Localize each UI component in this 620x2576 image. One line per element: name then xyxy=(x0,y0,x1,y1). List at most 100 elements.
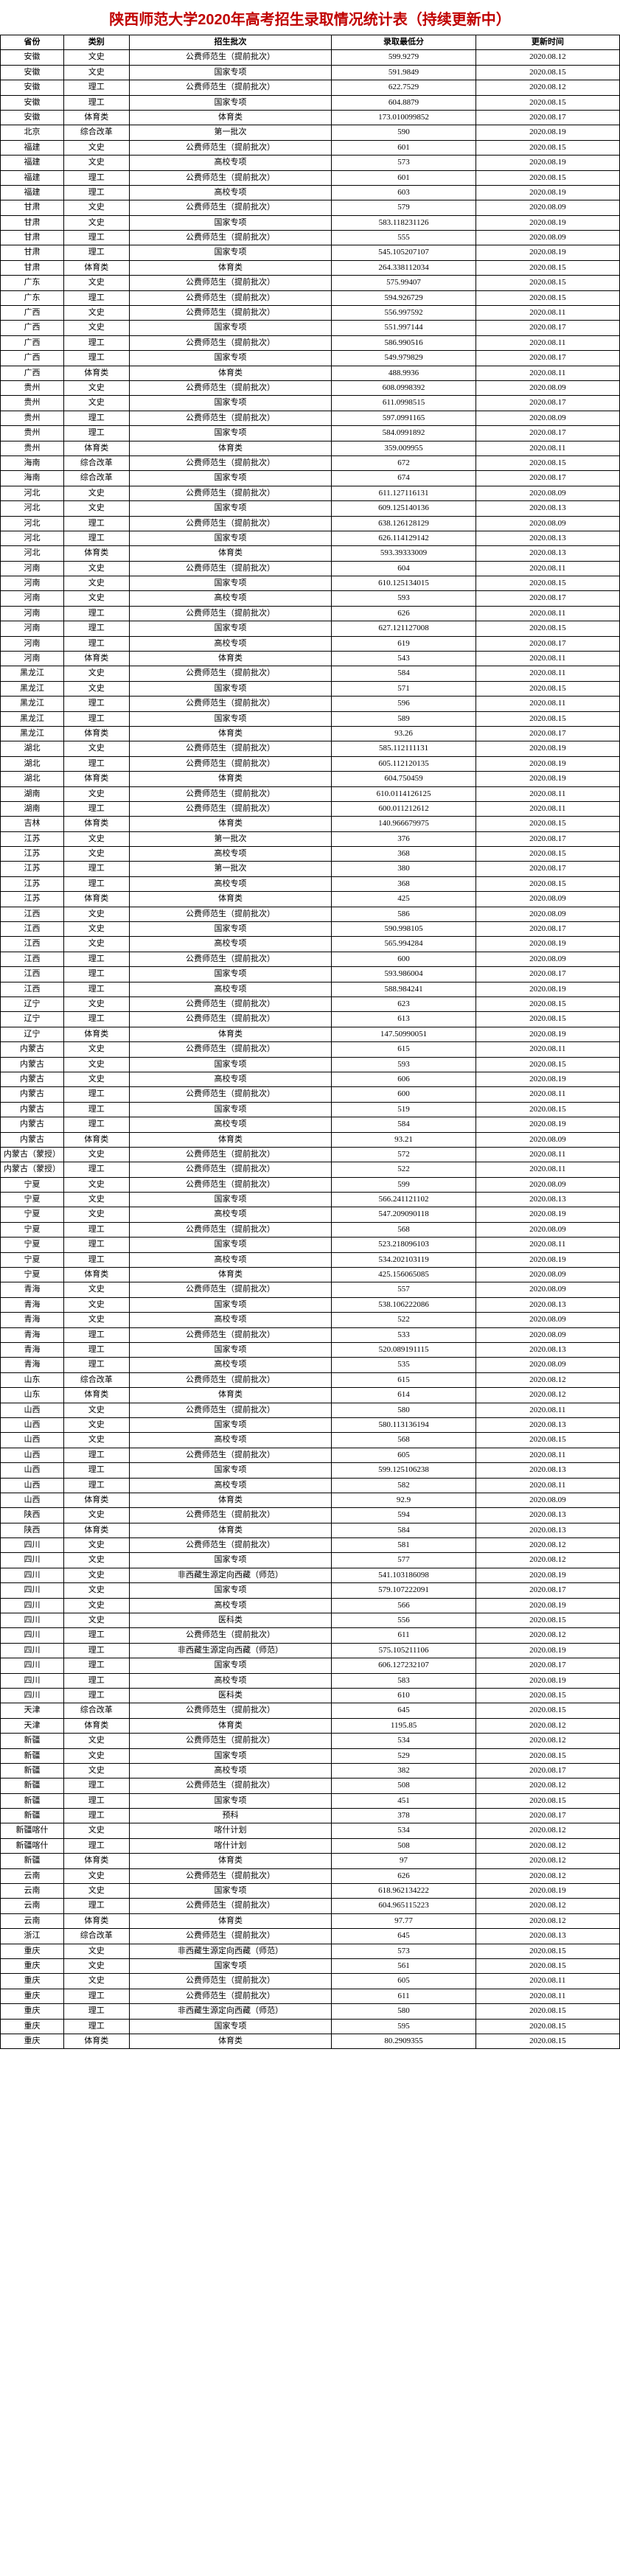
cell-category: 体育类 xyxy=(64,366,130,380)
cell-province: 山西 xyxy=(1,1463,64,1478)
cell-province: 江西 xyxy=(1,967,64,982)
cell-batch: 公费师范生（提前批次） xyxy=(129,786,332,801)
cell-province: 内蒙古（蒙授） xyxy=(1,1162,64,1177)
cell-score: 599.125106238 xyxy=(332,1463,476,1478)
cell-batch: 公费师范生（提前批次） xyxy=(129,666,332,681)
table-row: 河北理工国家专项626.1141291422020.08.13 xyxy=(1,531,620,545)
cell-score: 584 xyxy=(332,666,476,681)
cell-province: 山西 xyxy=(1,1478,64,1493)
cell-date: 2020.08.19 xyxy=(476,185,619,200)
cell-batch: 国家专项 xyxy=(129,1417,332,1432)
cell-date: 2020.08.15 xyxy=(476,1613,619,1628)
cell-score: 573 xyxy=(332,1944,476,1958)
cell-category: 理工 xyxy=(64,621,130,636)
cell-score: 595 xyxy=(332,2019,476,2034)
cell-score: 593.39333009 xyxy=(332,546,476,561)
cell-score: 523.218096103 xyxy=(332,1238,476,1252)
cell-date: 2020.08.09 xyxy=(476,1327,619,1342)
cell-score: 264.338112034 xyxy=(332,260,476,275)
cell-province: 内蒙古 xyxy=(1,1117,64,1132)
cell-province: 新疆 xyxy=(1,1854,64,1868)
cell-province: 湖北 xyxy=(1,741,64,756)
cell-score: 601 xyxy=(332,170,476,185)
cell-category: 理工 xyxy=(64,862,130,876)
table-row: 江苏体育类体育类4252020.08.09 xyxy=(1,892,620,907)
cell-date: 2020.08.15 xyxy=(476,817,619,831)
cell-province: 广西 xyxy=(1,351,64,366)
cell-category: 文史 xyxy=(64,65,130,80)
cell-province: 甘肃 xyxy=(1,245,64,260)
cell-date: 2020.08.13 xyxy=(476,1463,619,1478)
cell-date: 2020.08.15 xyxy=(476,290,619,305)
cell-date: 2020.08.19 xyxy=(476,982,619,996)
cell-category: 文史 xyxy=(64,1297,130,1312)
cell-category: 体育类 xyxy=(64,1493,130,1507)
cell-category: 理工 xyxy=(64,185,130,200)
cell-date: 2020.08.19 xyxy=(476,1673,619,1688)
table-row: 重庆文史公费师范生（提前批次）6052020.08.11 xyxy=(1,1974,620,1989)
cell-batch: 高校专项 xyxy=(129,185,332,200)
cell-category: 体育类 xyxy=(64,110,130,125)
cell-batch: 公费师范生（提前批次） xyxy=(129,455,332,470)
cell-province: 云南 xyxy=(1,1868,64,1883)
table-row: 江西理工公费师范生（提前批次）6002020.08.09 xyxy=(1,952,620,966)
cell-date: 2020.08.11 xyxy=(476,1238,619,1252)
cell-category: 体育类 xyxy=(64,817,130,831)
cell-category: 体育类 xyxy=(64,1132,130,1147)
cell-category: 理工 xyxy=(64,335,130,350)
cell-date: 2020.08.13 xyxy=(476,1929,619,1944)
cell-batch: 体育类 xyxy=(129,1027,332,1041)
cell-date: 2020.08.09 xyxy=(476,1132,619,1147)
table-row: 浙江综合改革公费师范生（提前批次）6452020.08.13 xyxy=(1,1929,620,1944)
cell-province: 云南 xyxy=(1,1899,64,1913)
cell-category: 文史 xyxy=(64,1613,130,1628)
cell-category: 体育类 xyxy=(64,652,130,666)
cell-score: 611 xyxy=(332,1628,476,1643)
cell-date: 2020.08.09 xyxy=(476,892,619,907)
cell-category: 体育类 xyxy=(64,2034,130,2048)
cell-date: 2020.08.15 xyxy=(476,2019,619,2034)
cell-batch: 公费师范生（提前批次） xyxy=(129,606,332,621)
cell-date: 2020.08.15 xyxy=(476,1959,619,1974)
cell-batch: 公费师范生（提前批次） xyxy=(129,756,332,771)
cell-batch: 国家专项 xyxy=(129,215,332,230)
cell-date: 2020.08.12 xyxy=(476,80,619,95)
cell-date: 2020.08.11 xyxy=(476,1989,619,2003)
cell-score: 618.962134222 xyxy=(332,1884,476,1899)
cell-batch: 国家专项 xyxy=(129,1793,332,1808)
table-row: 宁夏文史高校专项547.2090901182020.08.19 xyxy=(1,1207,620,1222)
table-row: 福建文史高校专项5732020.08.19 xyxy=(1,156,620,170)
cell-category: 理工 xyxy=(64,170,130,185)
cell-category: 体育类 xyxy=(64,441,130,455)
cell-date: 2020.08.11 xyxy=(476,1448,619,1462)
cell-score: 605 xyxy=(332,1448,476,1462)
cell-date: 2020.08.15 xyxy=(476,260,619,275)
table-row: 山东综合改革公费师范生（提前批次）6152020.08.12 xyxy=(1,1372,620,1387)
table-row: 四川文史国家专项5772020.08.12 xyxy=(1,1553,620,1568)
cell-province: 广西 xyxy=(1,366,64,380)
cell-date: 2020.08.12 xyxy=(476,1538,619,1553)
cell-province: 河北 xyxy=(1,546,64,561)
cell-score: 626 xyxy=(332,606,476,621)
cell-category: 文史 xyxy=(64,1538,130,1553)
table-row: 新疆理工预科3782020.08.17 xyxy=(1,1809,620,1823)
cell-batch: 公费师范生（提前批次） xyxy=(129,1012,332,1027)
cell-category: 文史 xyxy=(64,831,130,846)
cell-category: 文史 xyxy=(64,1313,130,1327)
cell-batch: 体育类 xyxy=(129,772,332,786)
table-row: 青海理工国家专项520.0891911152020.08.13 xyxy=(1,1342,620,1357)
cell-batch: 第一批次 xyxy=(129,125,332,140)
cell-province: 宁夏 xyxy=(1,1238,64,1252)
table-row: 江西文史公费师范生（提前批次）5862020.08.09 xyxy=(1,907,620,921)
cell-date: 2020.08.17 xyxy=(476,1809,619,1823)
cell-province: 广东 xyxy=(1,276,64,290)
header-date: 更新时间 xyxy=(476,35,619,50)
cell-batch: 公费师范生（提前批次） xyxy=(129,1147,332,1162)
table-row: 黑龙江理工公费师范生（提前批次）5962020.08.11 xyxy=(1,697,620,711)
table-row: 四川理工国家专项606.1272321072020.08.17 xyxy=(1,1658,620,1673)
cell-date: 2020.08.09 xyxy=(476,1358,619,1372)
cell-province: 内蒙古 xyxy=(1,1102,64,1117)
table-row: 江苏文史高校专项3682020.08.15 xyxy=(1,847,620,862)
cell-batch: 体育类 xyxy=(129,652,332,666)
cell-category: 文史 xyxy=(64,140,130,155)
